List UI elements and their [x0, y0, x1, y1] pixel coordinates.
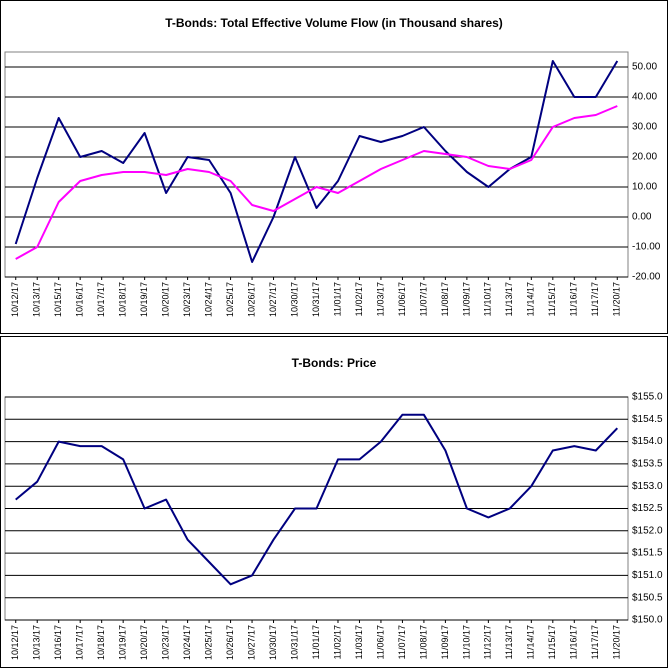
- x-tick-label: 11/09/17: [461, 282, 471, 316]
- chart-title: T-Bonds: Price: [292, 356, 377, 370]
- x-tick-label: 10/20/17: [139, 625, 149, 660]
- y-tick-label: $150.0: [632, 615, 663, 626]
- series-line: [15, 105, 618, 260]
- y-tick-label: 30.00: [632, 122, 657, 133]
- x-tick-label: 11/02/17: [332, 625, 342, 659]
- y-tick-label: $152.0: [632, 525, 663, 536]
- x-tick-label: 10/27/17: [246, 625, 256, 660]
- y-tick-label: $154.0: [632, 436, 663, 447]
- x-tick-label: 11/14/17: [526, 625, 536, 659]
- x-tick-label: 11/15/17: [547, 282, 557, 316]
- x-tick-label: 10/25/17: [225, 282, 235, 317]
- x-tick-label: 10/23/17: [160, 625, 170, 660]
- x-tick-label: 10/15/17: [53, 282, 63, 317]
- y-tick-label: $155.0: [632, 392, 663, 403]
- x-tick-label: 11/01/17: [332, 282, 342, 316]
- x-tick-label: 11/13/17: [504, 282, 514, 316]
- x-tick-label: 10/24/17: [203, 282, 213, 317]
- y-tick-label: 50.00: [632, 62, 657, 73]
- x-tick-label: 11/17/17: [590, 282, 600, 316]
- x-tick-label: 11/03/17: [375, 282, 385, 316]
- x-tick-label: 10/18/17: [96, 625, 106, 660]
- x-tick-label: 10/30/17: [289, 282, 299, 317]
- x-tick-label: 11/02/17: [354, 282, 364, 316]
- x-tick-label: 10/31/17: [311, 282, 321, 317]
- x-tick-label: 10/23/17: [182, 282, 192, 317]
- series-line: [15, 413, 619, 586]
- x-tick-label: 11/08/17: [440, 282, 450, 316]
- x-tick-label: 11/15/17: [547, 625, 557, 659]
- x-tick-label: 10/25/17: [203, 625, 213, 660]
- y-tick-label: $153.5: [632, 459, 663, 470]
- y-tick-label: $154.5: [632, 414, 663, 425]
- x-tick-label: 11/03/17: [354, 625, 364, 659]
- x-tick-label: 10/31/17: [289, 625, 299, 660]
- x-tick-label: 11/01/17: [311, 625, 321, 659]
- x-tick-label: 10/19/17: [118, 625, 128, 660]
- x-tick-label: 11/07/17: [397, 625, 407, 659]
- x-tick-label: 10/12/17: [10, 282, 20, 317]
- y-tick-label: 10.00: [632, 182, 657, 193]
- y-tick-label: 0.00: [632, 212, 652, 223]
- panel: [0, 336, 668, 668]
- x-tick-label: 10/24/17: [182, 625, 192, 660]
- x-tick-label: 11/07/17: [418, 282, 428, 316]
- y-tick-label: 20.00: [632, 152, 657, 163]
- x-tick-label: 10/16/17: [75, 282, 85, 317]
- chart-title: T-Bonds: Total Effective Volume Flow (in…: [165, 16, 503, 30]
- x-tick-label: 10/16/17: [53, 625, 63, 660]
- y-tick-label: $152.5: [632, 503, 663, 514]
- y-tick-label: $150.5: [632, 592, 663, 603]
- x-tick-label: 11/09/17: [440, 625, 450, 659]
- x-tick-label: 10/27/17: [268, 282, 278, 317]
- x-tick-label: 10/26/17: [246, 282, 256, 317]
- x-tick-label: 10/19/17: [139, 282, 149, 317]
- y-tick-label: $151.5: [632, 548, 663, 559]
- panel: [0, 0, 668, 334]
- x-tick-label: 11/06/17: [375, 625, 385, 659]
- x-tick-label: 11/14/17: [526, 282, 536, 316]
- x-tick-label: 10/30/17: [268, 625, 278, 660]
- x-tick-label: 10/13/17: [32, 625, 42, 660]
- y-tick-label: $153.0: [632, 481, 663, 492]
- x-tick-label: 11/20/17: [612, 282, 622, 316]
- x-tick-label: 10/18/17: [118, 282, 128, 317]
- x-tick-label: 10/26/17: [225, 625, 235, 660]
- x-tick-label: 11/16/17: [569, 282, 579, 316]
- x-tick-label: 10/12/17: [10, 625, 20, 660]
- x-tick-label: 11/12/17: [483, 625, 493, 659]
- y-tick-label: -20.00: [632, 272, 661, 283]
- y-tick-label: 40.00: [632, 92, 657, 103]
- x-tick-label: 11/13/17: [504, 625, 514, 659]
- x-tick-label: 10/17/17: [75, 625, 85, 660]
- x-tick-label: 10/13/17: [32, 282, 42, 317]
- x-tick-label: 10/17/17: [96, 282, 106, 317]
- x-tick-label: 11/17/17: [590, 625, 600, 659]
- y-tick-label: $151.0: [632, 570, 663, 581]
- x-tick-label: 11/06/17: [397, 282, 407, 316]
- x-tick-label: 11/16/17: [569, 625, 579, 659]
- x-tick-label: 11/10/17: [461, 625, 471, 659]
- x-tick-label: 10/20/17: [160, 282, 170, 317]
- x-tick-label: 11/08/17: [418, 625, 428, 659]
- x-tick-label: 11/10/17: [483, 282, 493, 316]
- y-tick-label: -10.00: [632, 242, 661, 253]
- x-tick-label: 11/20/17: [612, 625, 622, 659]
